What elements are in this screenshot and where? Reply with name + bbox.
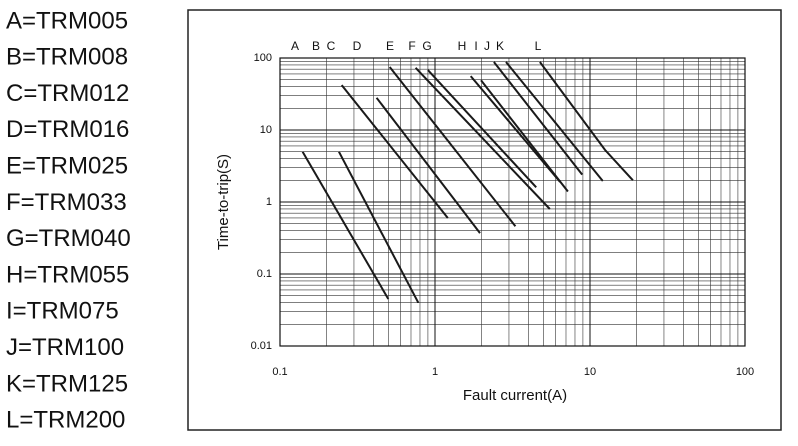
curve-label: E	[386, 39, 394, 53]
curve-label: A	[291, 39, 299, 53]
trip-curve	[493, 61, 583, 176]
trip-curve	[469, 75, 561, 183]
legend-entry: F=TRM033	[6, 189, 127, 216]
trip-curve	[480, 79, 569, 193]
legend-entry: J=TRM100	[6, 334, 124, 361]
chart-frame	[187, 9, 782, 431]
x-tick-label: 10	[584, 366, 596, 378]
trip-curve	[427, 69, 537, 188]
legend-entry: K=TRM125	[6, 370, 128, 397]
legend-entry: D=TRM016	[6, 116, 129, 143]
curve-label: L	[535, 39, 542, 53]
curve-label: C	[327, 39, 336, 53]
y-tick-label: 0.1	[257, 268, 272, 280]
plot-border	[279, 57, 746, 347]
y-axis-label: Time-to-trip(S)	[215, 154, 232, 250]
legend-entry: A=TRM005	[6, 7, 128, 34]
y-tick-label: 1	[266, 196, 272, 208]
legend-entry: E=TRM025	[6, 153, 128, 180]
trip-curve	[301, 151, 390, 300]
curve-label: K	[496, 39, 504, 53]
trip-curve	[340, 84, 449, 219]
trip-curve	[505, 61, 604, 182]
curve-label: I	[474, 39, 477, 53]
trip-curve	[388, 66, 517, 227]
curve-label: H	[458, 39, 467, 53]
x-axis-label: Fault current(A)	[463, 387, 567, 404]
x-tick-label: 0.1	[272, 366, 287, 378]
curve-label: J	[484, 39, 490, 53]
legend-entry: C=TRM012	[6, 80, 129, 107]
curve-label: F	[408, 39, 415, 53]
legend-entry: B=TRM008	[6, 44, 128, 71]
legend-entry: I=TRM075	[6, 298, 119, 325]
x-tick-label: 100	[736, 366, 754, 378]
y-tick-label: 100	[254, 52, 272, 64]
trip-curve	[375, 97, 481, 234]
x-tick-label: 1	[432, 366, 438, 378]
curve-label: B	[312, 39, 320, 53]
trip-curve	[414, 67, 551, 210]
trip-curve	[539, 61, 634, 181]
legend-entry: L=TRM200	[6, 407, 125, 434]
y-tick-label: 0.01	[251, 340, 272, 352]
curve-label: G	[422, 39, 431, 53]
legend-entry: H=TRM055	[6, 261, 129, 288]
legend-entry: G=TRM040	[6, 225, 131, 252]
y-tick-label: 10	[260, 124, 272, 136]
trip-curve	[338, 151, 420, 304]
curve-label: D	[353, 39, 362, 53]
